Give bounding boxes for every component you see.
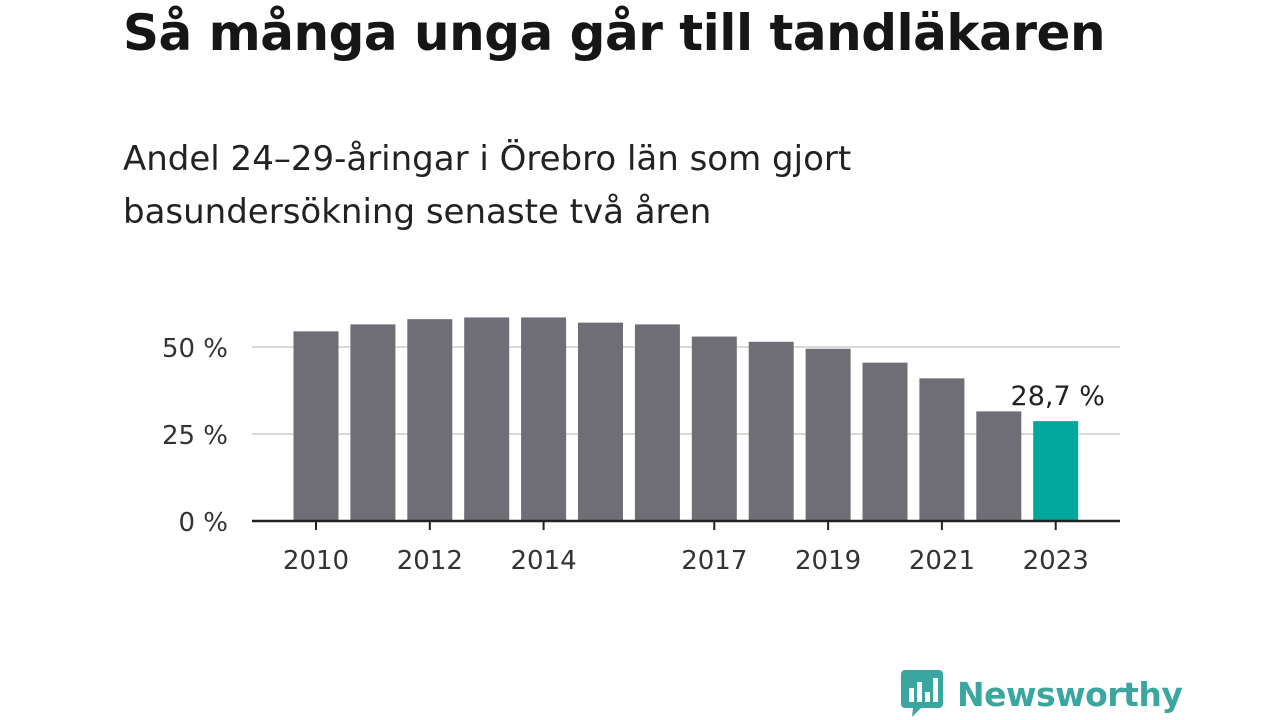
bar-2022 <box>976 411 1022 521</box>
newsworthy-logo: Newsworthy <box>901 670 1183 718</box>
bar-2012 <box>407 319 453 521</box>
gridlines <box>252 346 1120 435</box>
x-tick-label: 2014 <box>511 546 577 576</box>
bar-2011 <box>350 324 396 521</box>
bar-2023 <box>1033 421 1079 521</box>
x-tick-label: 2012 <box>397 546 463 576</box>
x-tick-label: 2019 <box>795 546 861 576</box>
brand-name: Newsworthy <box>957 674 1183 714</box>
bar-2014 <box>521 317 567 521</box>
bar-2016 <box>634 324 680 521</box>
bar-2013 <box>464 317 510 521</box>
y-tick-label: 25 % <box>162 421 228 451</box>
x-tick-label: 2021 <box>909 546 975 576</box>
bar-2019 <box>805 348 851 521</box>
y-tick-label: 50 % <box>162 334 228 364</box>
data-labels: 28,7 % <box>1011 381 1105 412</box>
x-axis-ticks: 2010 2012 2014 2017 2019 2021 2023 <box>252 519 1120 576</box>
y-axis-ticks: 0 % 25 % 50 % <box>162 334 228 538</box>
bar-2015 <box>578 322 623 521</box>
bar-2018 <box>748 341 794 521</box>
bar-2021 <box>919 378 965 521</box>
x-tick-label: 2017 <box>681 546 747 576</box>
bar-2010 <box>293 331 339 521</box>
bars <box>293 317 1079 521</box>
y-tick-label: 0 % <box>178 508 228 538</box>
bar-2017 <box>691 336 737 521</box>
data-label-2023: 28,7 % <box>1011 381 1105 412</box>
x-tick-label: 2023 <box>1023 546 1089 576</box>
chart-title: Så många unga går till tandläkaren <box>123 4 1106 62</box>
x-tick-label: 2010 <box>283 546 349 576</box>
bar-2020 <box>862 362 908 521</box>
chart-subtitle: Andel 24–29-åringar i Örebro län som gjo… <box>123 139 852 232</box>
newsworthy-logo-icon <box>901 670 943 717</box>
